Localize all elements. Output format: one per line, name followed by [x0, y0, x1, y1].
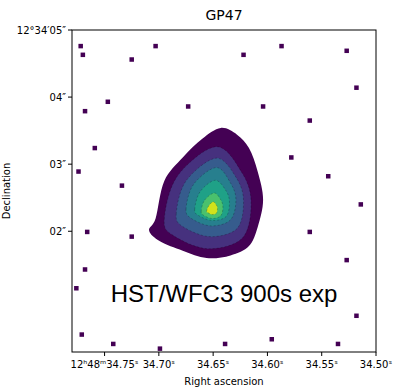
annotation-group: HST/WFC3 900s exp — [109, 280, 340, 307]
y-tick-label: 03″ — [50, 159, 67, 170]
noise-pixel — [186, 104, 191, 109]
y-axis-title: Declination — [1, 163, 12, 220]
noise-pixel — [153, 44, 158, 49]
x-tick — [376, 352, 377, 356]
contour — [195, 180, 230, 220]
noise-pixel — [120, 183, 125, 188]
noise-pixel — [344, 258, 349, 263]
y-tick — [68, 231, 72, 232]
y-tick-label: 02″ — [50, 226, 67, 237]
noise-pixel — [78, 44, 83, 49]
noise-pixel — [308, 230, 313, 235]
y-tick-label: 04″ — [50, 92, 67, 103]
noise-pixel — [270, 337, 275, 342]
x-tick — [321, 352, 322, 356]
y-tick — [68, 97, 72, 98]
noise-pixel — [106, 100, 111, 105]
contour — [176, 158, 243, 237]
marks — [74, 44, 363, 351]
annotation: HST/WFC3 900s exp — [111, 280, 338, 307]
noise-pixel — [80, 332, 85, 337]
contour — [149, 128, 263, 258]
x-tick — [213, 352, 214, 356]
plot-background — [72, 30, 376, 352]
y-tick — [68, 30, 72, 31]
x-tick-label: 34.55ˢ — [306, 359, 339, 370]
x-tick-label: 34.50ˢ — [360, 359, 393, 370]
x-tick-label: 12ʰ48ᵐ34.75ˢ — [71, 359, 139, 370]
noise-pixel — [344, 49, 349, 54]
noise-pixel — [289, 155, 294, 160]
plot-frame — [72, 30, 376, 352]
y-tick — [68, 164, 72, 165]
contour — [207, 202, 218, 215]
noise-pixel — [83, 267, 88, 272]
noise-pixel — [83, 109, 88, 114]
title: GP47 — [205, 7, 242, 23]
contour — [164, 147, 251, 249]
noise-pixel — [129, 234, 134, 239]
noise-pixel — [81, 53, 86, 58]
x-tick-label: 34.65ˢ — [197, 359, 230, 370]
noise-pixel — [241, 53, 246, 58]
contour — [186, 168, 236, 226]
x-axis-title: Right ascension — [184, 376, 263, 387]
noise-pixel — [308, 118, 313, 123]
noise-pixel — [158, 346, 163, 351]
noise-pixel — [111, 342, 116, 347]
noise-pixel — [85, 230, 90, 235]
x-tick — [104, 352, 105, 356]
x-tick-label: 34.60ˢ — [251, 359, 284, 370]
x-tick-label: 34.70ˢ — [143, 359, 176, 370]
noise-pixel — [336, 342, 341, 347]
contour — [201, 193, 223, 219]
noise-pixel — [129, 57, 134, 62]
noise-pixel — [354, 314, 359, 319]
noise-pixel — [223, 342, 228, 347]
noise-pixel — [279, 44, 284, 49]
chart: 12ʰ48ᵐ34.75ˢ 34.70ˢ 34.65ˢ 34.60ˢ 34.55ˢ 34.5… — [0, 0, 404, 392]
y-tick-label: 12°34′05″ — [17, 25, 66, 36]
noise-pixel — [93, 146, 98, 151]
noise-pixel — [261, 104, 266, 109]
noise-pixel — [359, 202, 364, 207]
annotation-patch — [109, 280, 340, 307]
noise-pixel — [74, 286, 79, 291]
x-tick — [267, 352, 268, 356]
x-tick — [158, 352, 159, 356]
noise-pixel — [76, 169, 81, 174]
noise-pixel — [326, 174, 331, 179]
noise-pixel — [354, 85, 359, 90]
